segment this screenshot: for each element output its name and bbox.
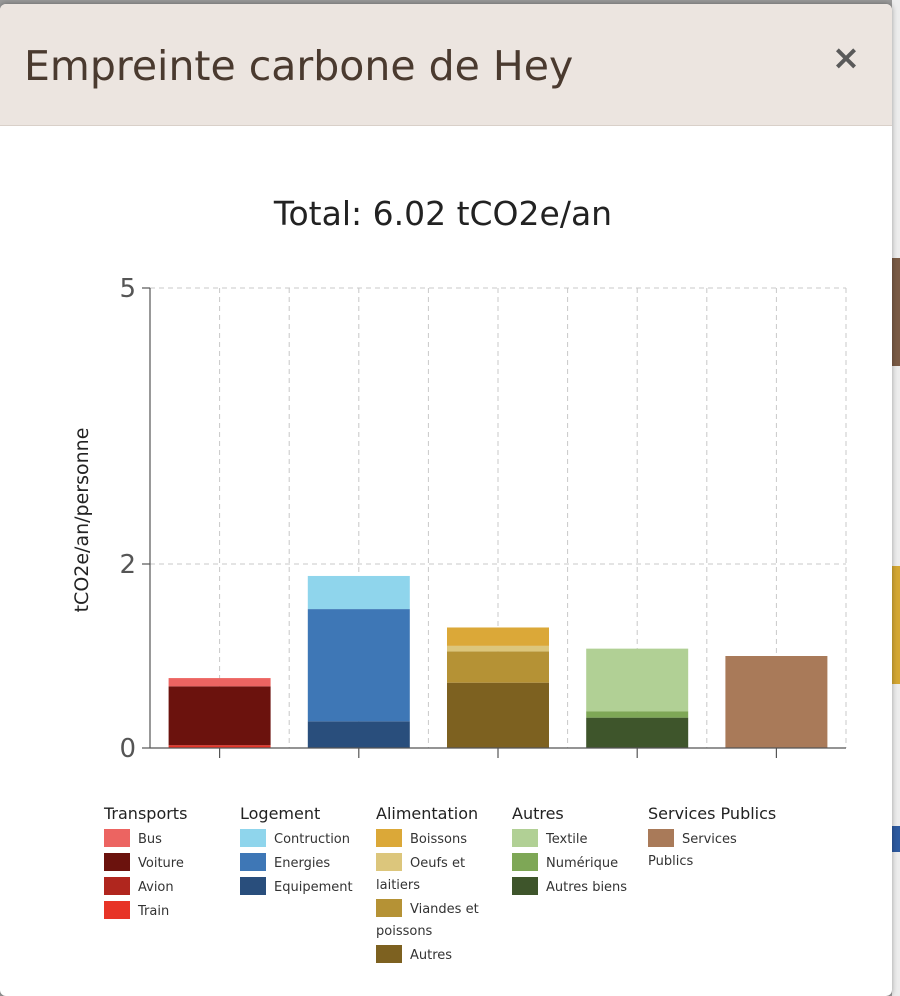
background-block (892, 566, 900, 684)
bar-segment (586, 648, 689, 712)
legend-swatch (376, 898, 402, 917)
legend-item: Textile (512, 828, 644, 851)
legend-label: Boissons (410, 832, 467, 847)
bar-segment (168, 686, 271, 746)
legend-group-title: Transports (104, 804, 188, 823)
legend-swatch (104, 828, 130, 847)
legend-group: Autres Textile Numérique Autres biens (512, 804, 644, 901)
legend-item: Voiture (104, 852, 236, 875)
legend-item: Energies (240, 852, 372, 875)
close-icon[interactable]: × (831, 38, 861, 78)
legend-item: Avion (104, 876, 236, 899)
legend-swatch (104, 900, 130, 919)
legend-swatch (376, 852, 402, 871)
legend-swatch (512, 828, 538, 847)
legend-swatch (240, 852, 266, 871)
legend-label: Voiture (138, 856, 184, 871)
legend-label: Viandes et poissons (376, 902, 479, 939)
legend-label: Numérique (546, 856, 619, 871)
chart-title: Total: 6.02 tCO2e/an (273, 194, 613, 233)
legend-group-title: Autres (512, 804, 564, 823)
legend-label: Train (138, 904, 170, 919)
legend-swatch (512, 876, 538, 895)
legend-group: Logement Contruction Energies Equipement (240, 804, 372, 901)
y-axis-label: tCO2e/an/personne (71, 428, 93, 613)
bar-segment (586, 711, 689, 718)
bar-segment (307, 721, 410, 748)
legend-group: Transports Bus Voiture Avion Train (104, 804, 236, 925)
legend-label: Energies (274, 856, 331, 871)
legend-item: Oeufs et laitiers (376, 852, 508, 897)
legend-item: Boissons (376, 828, 508, 851)
y-tick-label: 5 (119, 274, 136, 304)
legend-item: Autres (376, 944, 508, 967)
legend-item: Services Publics (648, 828, 780, 873)
legend-item: Contruction (240, 828, 372, 851)
background-page (892, 0, 900, 996)
chart-bars (168, 575, 828, 748)
legend-label: Textile (546, 832, 588, 847)
legend-label: Avion (138, 880, 174, 895)
legend-swatch (512, 852, 538, 871)
bar-segment (168, 745, 271, 748)
bar-segment (447, 645, 549, 652)
bar-segment (307, 609, 410, 722)
legend-swatch (104, 852, 130, 871)
background-block (892, 826, 900, 852)
legend-item: Viandes et poissons (376, 898, 508, 943)
bar-segment (725, 656, 828, 748)
legend-swatch (240, 828, 266, 847)
legend-label: Oeufs et laitiers (376, 856, 466, 893)
carbon-footprint-modal: Empreinte carbone de Hey × Total: 6.02 t… (0, 4, 892, 996)
stacked-bar-chart: 0 2 5 tCO2e/an/personne (71, 274, 847, 764)
legend-item: Equipement (240, 876, 372, 899)
bar-segment (447, 651, 549, 683)
legend-label: Equipement (274, 880, 353, 895)
legend-label: Contruction (274, 832, 351, 847)
legend-group: Services Publics Services Publics (648, 804, 780, 875)
legend-swatch (240, 876, 266, 895)
modal-title: Empreinte carbone de Hey (24, 42, 574, 90)
chart-grid (150, 287, 847, 748)
y-tick-label: 2 (119, 550, 136, 580)
bar-segment (447, 627, 549, 646)
legend-group-title: Alimentation (376, 804, 479, 823)
legend-swatch (648, 828, 674, 847)
legend-swatch (104, 876, 130, 895)
legend-group-title: Services Publics (648, 804, 777, 823)
bar-segment (447, 682, 549, 748)
legend-item: Numérique (512, 852, 644, 875)
legend-group-title: Logement (240, 804, 321, 823)
legend-label: Autres biens (546, 880, 628, 895)
y-tick-label: 0 (119, 734, 136, 764)
legend-label: Services Publics (648, 832, 737, 869)
legend-item: Autres biens (512, 876, 644, 899)
bar-segment (168, 678, 271, 687)
legend-item: Train (104, 900, 236, 923)
bar-segment (586, 717, 689, 748)
legend-label: Autres (410, 948, 453, 963)
legend-label: Bus (138, 832, 162, 847)
legend-swatch (376, 828, 402, 847)
modal-header: Empreinte carbone de Hey × (0, 4, 892, 126)
bar-segment (307, 575, 410, 610)
background-block (892, 258, 900, 366)
chart-axes: 0 2 5 tCO2e/an/personne (71, 274, 846, 764)
legend-item: Bus (104, 828, 236, 851)
legend-group: Alimentation Boissons Oeufs et laitiers Via… (376, 804, 508, 969)
legend-swatch (376, 944, 402, 963)
